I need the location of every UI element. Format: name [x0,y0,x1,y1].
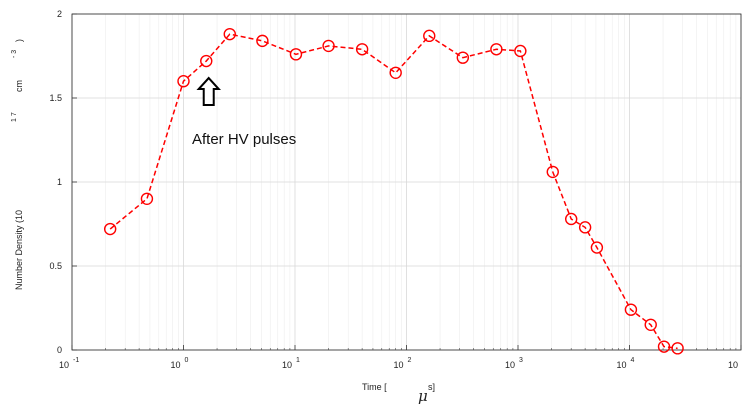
x-tick-label: 10 [394,360,404,370]
data-point [223,27,236,41]
x-tick-exponent: 0 [185,357,189,364]
y-axis-label: Number Density (10 [14,210,24,290]
data-point [456,51,470,64]
y-axis-label-close: ) [14,39,24,42]
y-tick-label: 1 [57,177,62,187]
data-point [103,222,117,236]
data-point [200,54,213,68]
x-tick-exponent: 4 [631,357,635,364]
data-point [423,29,436,43]
x-tick-label: 10 [728,360,738,370]
data-point [140,192,154,206]
y-axis-label-unit-exp-group: - 3 [11,50,18,58]
x-axis-label-mu: μ [418,387,428,405]
x-tick-label: 10 [171,360,181,370]
up-arrow-icon [196,76,221,107]
x-tick-exponent: 1 [296,357,300,364]
x-tick-exponent: 2 [408,357,412,364]
data-point [490,43,503,56]
x-tick-label: 10 [617,360,627,370]
data-point [578,221,592,234]
annotation-after-hv-pulses: After HV pulses [192,131,296,148]
data-point [546,165,559,179]
y-axis-label-close-group: ) [14,39,24,42]
x-tick-exponent: -1 [73,357,79,364]
data-point [590,241,604,254]
data-point [289,48,303,61]
x-tick-exponent: 3 [519,357,523,364]
y-axis-label-exp-group: 1 7 [11,112,18,122]
data-point [389,66,402,80]
x-axis-label-prefix: Time [ [362,382,387,392]
x-tick-label: 10 [282,360,292,370]
x-tick-label: 10 [59,360,69,370]
y-axis-label-main: Number Density (10 [14,210,24,290]
series-group [103,27,684,355]
grid [71,13,742,351]
x-axis-label-suffix: s] [428,382,435,392]
data-point [355,43,369,56]
data-point [657,340,671,353]
y-tick-label: 2 [57,9,62,19]
data-point [564,212,578,226]
data-point [671,342,684,355]
data-point [256,34,269,48]
data-point [177,74,190,88]
data-point [514,44,527,58]
data-point [322,39,335,53]
data-point [644,318,657,331]
data-point [624,303,638,316]
y-axis-label-exp: 1 7 [11,112,18,122]
series-line [109,33,678,350]
y-tick-label: 0 [57,345,62,355]
y-axis-label-unit: cm [14,80,24,92]
y-tick-label: 0.5 [49,261,62,271]
y-axis-label-unit-exp: - 3 [11,50,18,58]
y-tick-labels: 0 0.5 1 1.5 2 [49,9,62,355]
x-tick-label: 10 [505,360,515,370]
x-tick-labels: 10 -1 10 0 10 1 10 2 10 3 10 4 10 [59,357,738,370]
y-tick-label: 1.5 [49,93,62,103]
y-axis-label-unit-group: cm [14,80,24,92]
